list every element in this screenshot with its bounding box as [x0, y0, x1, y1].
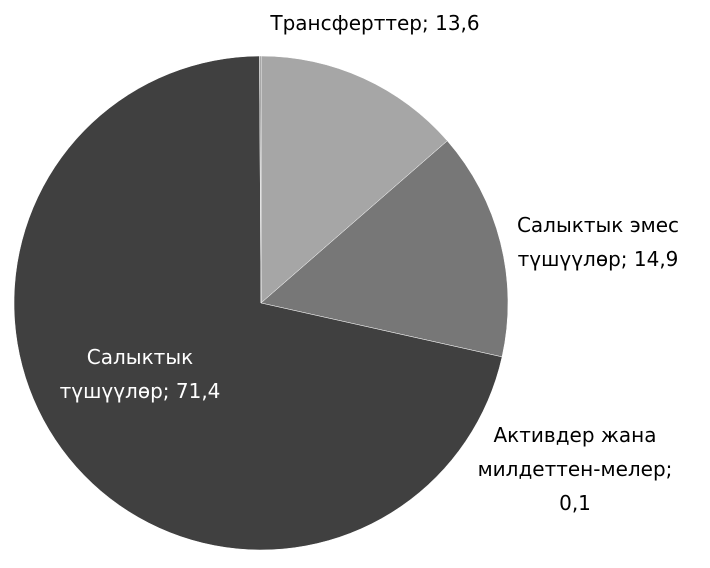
value-label: 13,6 [435, 11, 480, 35]
pie-slice [260, 55, 448, 304]
category-label: Салыктык түшүүлөр; [59, 345, 194, 403]
value-label: 14,9 [633, 247, 679, 271]
value-label: 0,1 [559, 491, 591, 515]
data-label: Салыктык түшүүлөр; 71,4 [40, 340, 240, 408]
data-label: Трансферттер; 13,6 [260, 6, 490, 40]
data-label: Салыктык эмес түшүүлөр; 14,9 [488, 208, 708, 276]
category-label: Активдер жана милдеттен-мелер; [477, 423, 673, 481]
value-label: 71,4 [175, 379, 221, 403]
category-label: Трансферттер; [270, 11, 429, 35]
pie-slice [259, 55, 262, 304]
data-label: Активдер жана милдеттен-мелер; 0,1 [470, 418, 680, 520]
pie-slice [260, 140, 509, 358]
pie-slice [13, 55, 503, 551]
category-label: Салыктык эмес түшүүлөр; [516, 213, 680, 271]
